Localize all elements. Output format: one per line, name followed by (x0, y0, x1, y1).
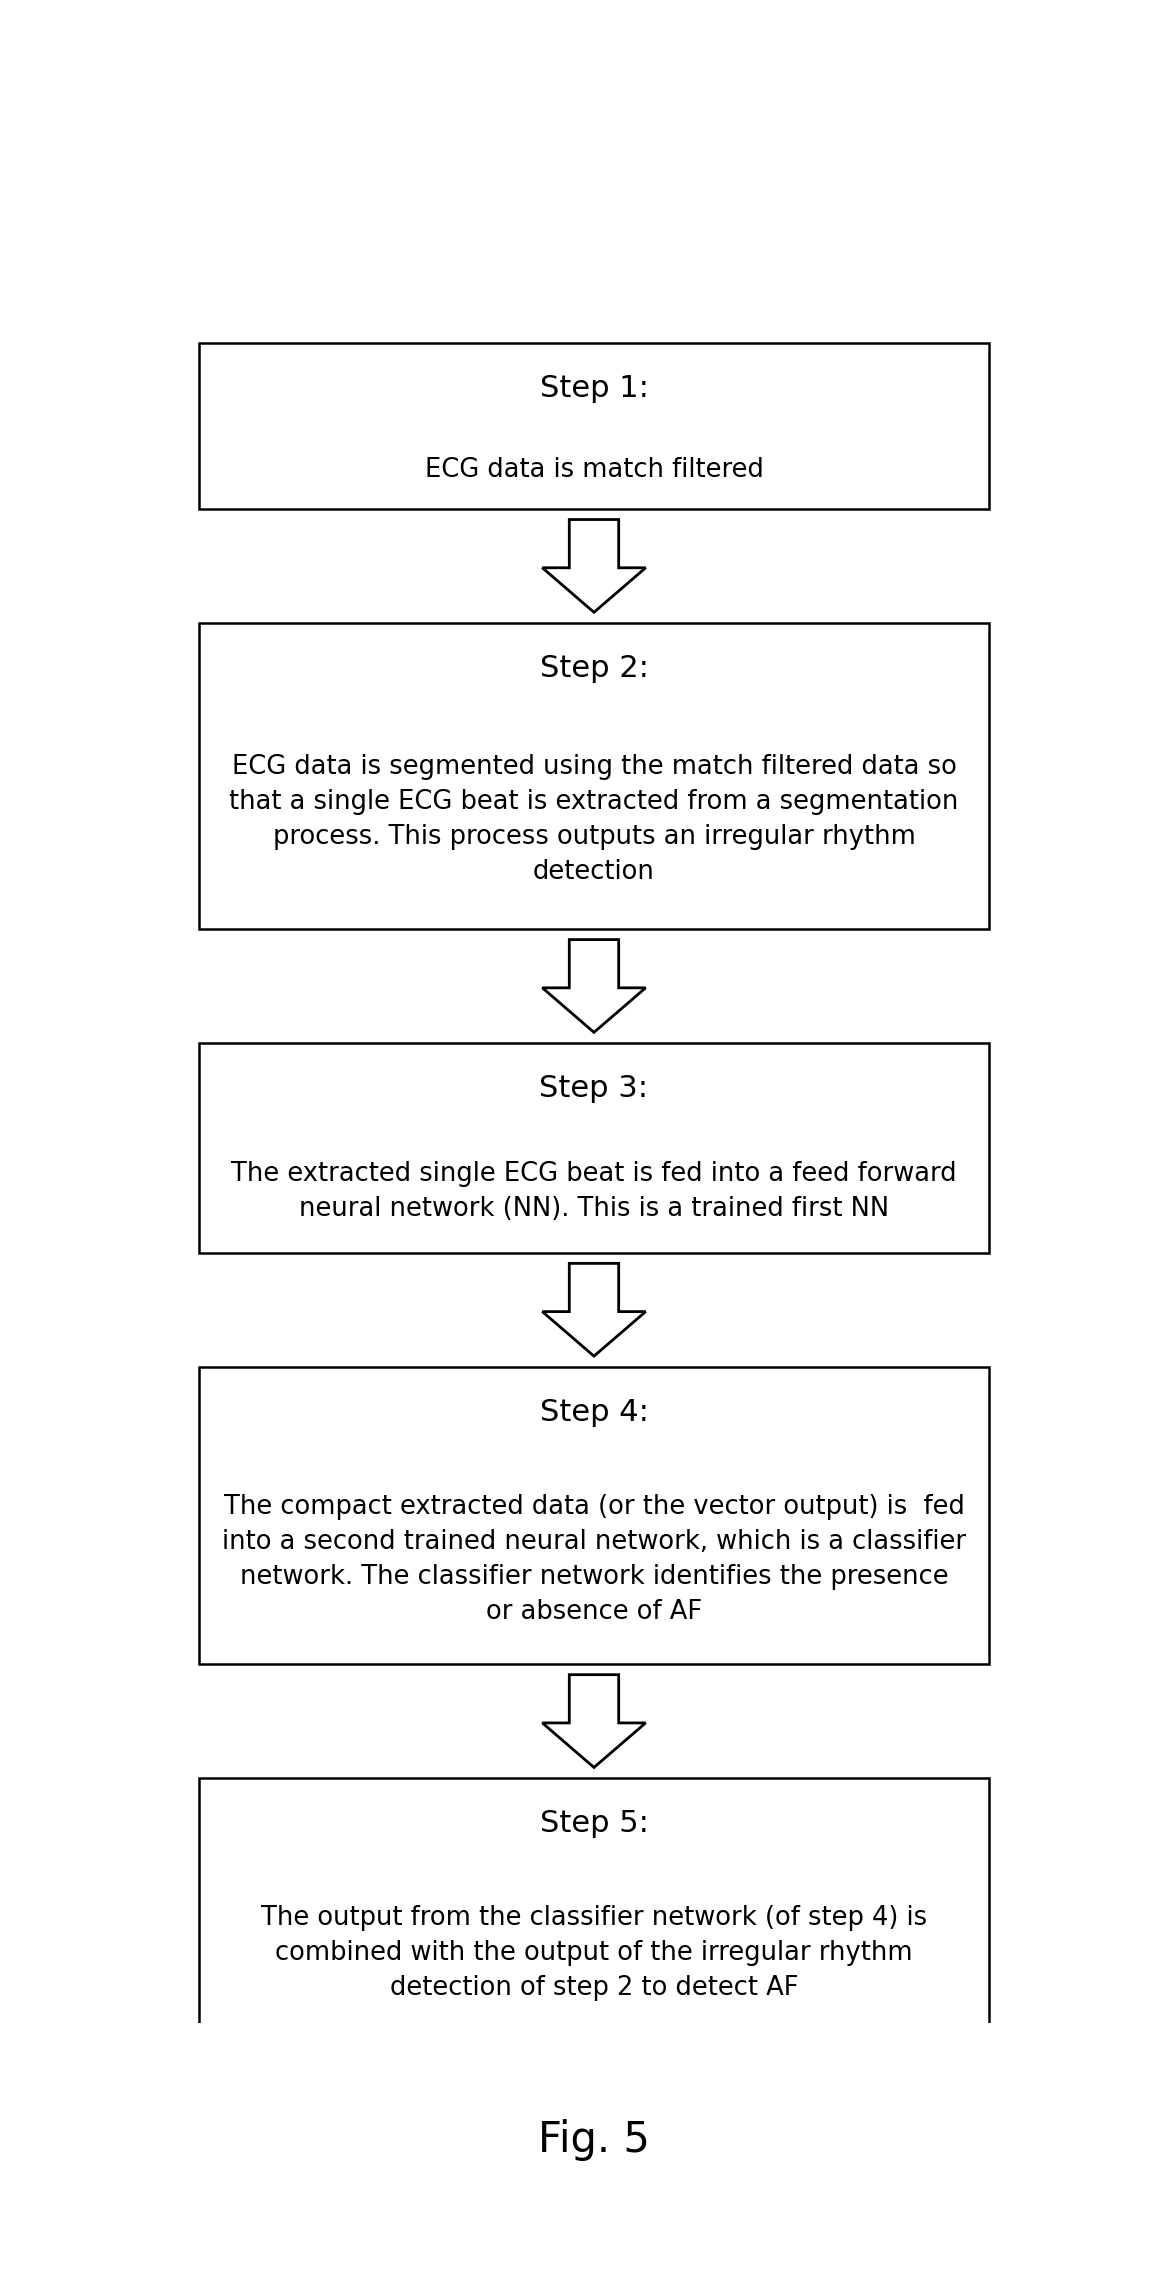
Text: ECG data is segmented using the match filtered data so
that a single ECG beat is: ECG data is segmented using the match fi… (229, 755, 958, 884)
Polygon shape (542, 1264, 646, 1357)
FancyBboxPatch shape (199, 343, 990, 509)
Text: The output from the classifier network (of step 4) is
combined with the output o: The output from the classifier network (… (261, 1905, 927, 2000)
Text: The extracted single ECG beat is fed into a feed forward
neural network (NN). Th: The extracted single ECG beat is fed int… (231, 1162, 957, 1223)
FancyBboxPatch shape (199, 623, 990, 930)
Polygon shape (542, 521, 646, 611)
Text: Step 5:: Step 5: (540, 1809, 648, 1839)
Text: ECG data is match filtered: ECG data is match filtered (424, 457, 764, 482)
Text: Step 3:: Step 3: (539, 1075, 649, 1102)
FancyBboxPatch shape (199, 1366, 990, 1664)
Polygon shape (542, 939, 646, 1032)
FancyBboxPatch shape (199, 1777, 990, 2041)
Polygon shape (542, 1675, 646, 1768)
Text: The compact extracted data (or the vector output) is  fed
into a second trained : The compact extracted data (or the vecto… (221, 1493, 967, 1625)
Text: Step 1:: Step 1: (540, 375, 648, 402)
Text: Step 2:: Step 2: (540, 655, 648, 684)
Text: Step 4:: Step 4: (540, 1398, 648, 1427)
Text: Fig. 5: Fig. 5 (538, 2118, 650, 2162)
FancyBboxPatch shape (199, 1043, 990, 1252)
